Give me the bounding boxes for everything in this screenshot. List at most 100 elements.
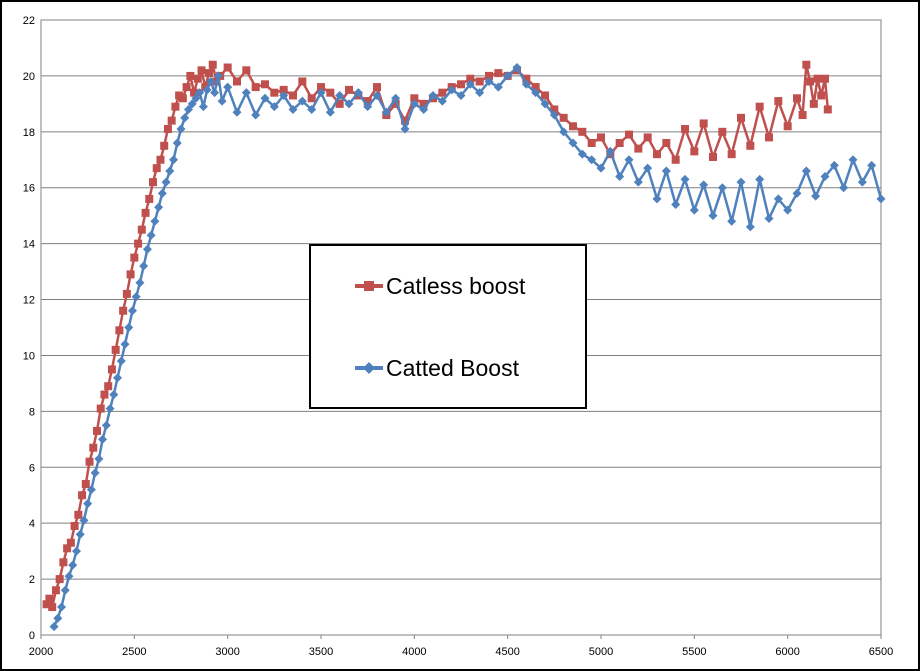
y-tick-label: 12: [23, 295, 35, 307]
data-point-catless: [718, 127, 727, 136]
data-point-catted: [223, 82, 233, 92]
data-point-catted: [335, 90, 345, 100]
data-point-catted: [428, 90, 438, 100]
x-tick-label: 6000: [775, 646, 799, 658]
data-point-catless: [737, 113, 745, 122]
data-point-catted: [154, 202, 164, 212]
data-point-catless: [774, 97, 783, 106]
data-point-catted: [172, 138, 182, 148]
data-point-catted: [521, 79, 531, 89]
data-point-catted: [279, 90, 289, 100]
data-point-catless: [48, 603, 57, 612]
data-point-catted: [363, 102, 373, 112]
data-point-catless: [45, 594, 54, 603]
data-point-catless: [74, 510, 83, 519]
data-point-catless: [51, 586, 60, 595]
legend-marker-catless: [364, 281, 374, 291]
data-point-catless: [186, 71, 195, 80]
data-point-catless: [746, 141, 755, 150]
data-point-catless: [345, 85, 353, 94]
y-tick-label: 2: [29, 574, 35, 586]
data-point-catted: [202, 85, 212, 95]
data-point-catless: [373, 83, 381, 92]
data-point-catted: [465, 79, 475, 89]
data-point-catless: [335, 99, 344, 108]
data-point-catted: [187, 99, 197, 109]
y-tick-label: 16: [23, 183, 35, 195]
data-point-catless: [137, 225, 146, 234]
data-point-catless: [149, 178, 157, 187]
data-point-catless: [171, 102, 180, 111]
data-point-catted: [801, 166, 811, 176]
data-point-catless: [615, 139, 624, 147]
data-point-catted: [180, 113, 190, 123]
data-point-catless: [597, 133, 605, 142]
data-point-catted: [325, 107, 335, 117]
data-point-catted: [49, 622, 59, 632]
data-point-catless: [625, 130, 633, 139]
data-point-catless: [78, 491, 87, 500]
data-point-catless: [197, 66, 206, 75]
y-tick-label: 0: [29, 630, 35, 642]
data-point-catless: [42, 600, 51, 609]
data-point-catted: [652, 194, 662, 204]
data-point-catless: [85, 457, 94, 466]
x-tick-label: 3000: [215, 646, 239, 658]
x-tick-label: 5000: [589, 646, 613, 658]
data-point-catted: [857, 177, 867, 187]
data-point-catted: [260, 93, 270, 103]
data-point-catted: [131, 292, 141, 302]
data-point-catless: [104, 382, 113, 391]
data-point-catless: [578, 127, 587, 136]
data-point-catted: [161, 177, 171, 187]
data-point-catted: [176, 124, 186, 134]
data-point-catless: [671, 155, 680, 164]
data-point-catless: [681, 125, 689, 134]
data-point-catted: [419, 104, 429, 114]
data-point-catless: [802, 60, 811, 69]
series-catted: [49, 63, 886, 632]
data-point-catted: [344, 99, 354, 109]
data-point-catless: [89, 443, 98, 452]
data-point-catless: [699, 119, 708, 128]
data-point-catless: [163, 125, 172, 134]
data-point-catless: [178, 94, 187, 103]
data-point-catted: [540, 99, 550, 109]
data-point-catted: [456, 90, 466, 100]
legend-label-catted: Catted Boost: [386, 355, 520, 381]
data-point-catless: [279, 85, 288, 94]
data-point-catless: [63, 544, 72, 553]
data-point-catless: [193, 74, 202, 83]
data-point-catless: [100, 390, 109, 399]
data-point-catless: [182, 83, 191, 92]
data-point-catless: [93, 426, 101, 435]
legend-item-catted: Catted Boost: [355, 355, 520, 381]
data-point-catless: [765, 133, 773, 142]
data-point-catless: [96, 404, 105, 413]
y-tick-label: 6: [29, 462, 35, 474]
data-point-catted: [146, 230, 156, 240]
legend-marker-catted: [363, 362, 375, 374]
data-point-catless: [569, 122, 577, 131]
data-point-catted: [68, 560, 78, 570]
data-point-catless: [152, 164, 161, 173]
data-point-catless: [111, 345, 120, 354]
data-point-catted: [57, 602, 67, 612]
data-point-catless: [107, 365, 116, 374]
legend-box: [309, 244, 587, 409]
data-point-catted: [727, 216, 737, 226]
data-point-catted: [792, 188, 802, 198]
data-point-catted: [643, 163, 653, 173]
data-point-catted: [661, 166, 671, 176]
data-point-catted: [288, 104, 298, 114]
data-point-catted: [124, 323, 134, 332]
data-point-catted: [829, 160, 839, 170]
data-point-catted: [101, 420, 111, 430]
data-point-catted: [437, 96, 447, 106]
x-tick-label: 4500: [495, 646, 519, 658]
data-point-catted: [142, 244, 152, 254]
data-point-catless: [793, 94, 801, 103]
data-point-catless: [160, 141, 169, 150]
data-point-catted: [624, 155, 634, 165]
